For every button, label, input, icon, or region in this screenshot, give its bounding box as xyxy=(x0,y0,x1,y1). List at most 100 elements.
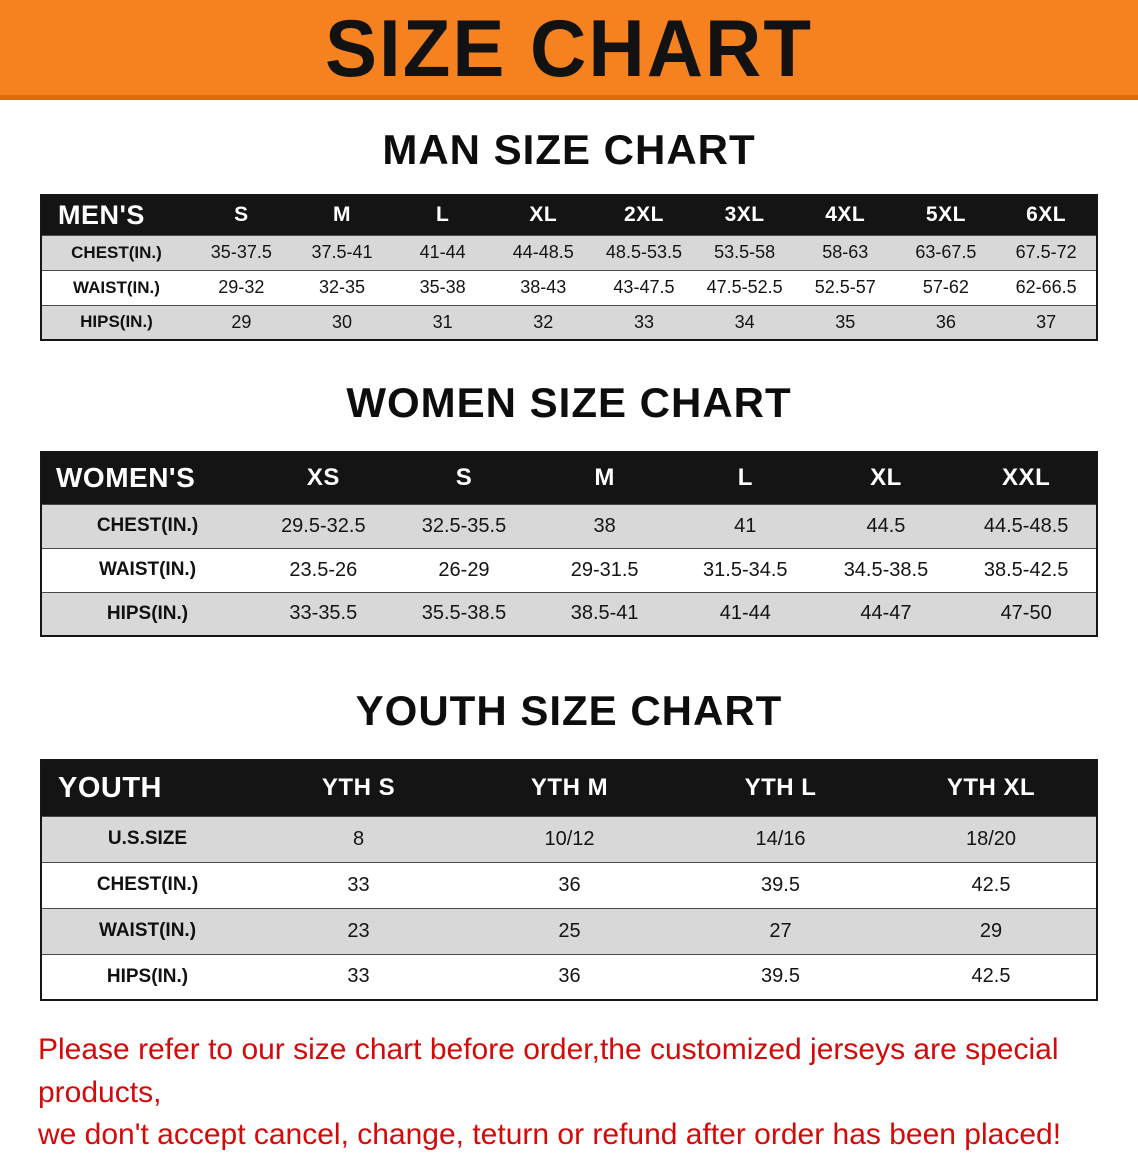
banner: SIZE CHART xyxy=(0,0,1138,100)
value-cell: 36 xyxy=(935,311,956,332)
table-header-row: YOUTH YTH S YTH M YTH L YTH XL xyxy=(41,760,1097,816)
value-cell: 39.5 xyxy=(761,873,800,896)
value-cell: 35-38 xyxy=(419,277,466,297)
table-row: HIPS(IN.) 29 30 31 32 33 34 35 36 37 xyxy=(41,305,1097,340)
value-cell: 29-31.5 xyxy=(570,558,639,581)
size-header-cell: YTH L xyxy=(744,774,817,802)
value-cell: 33 xyxy=(633,311,654,332)
value-cell: 41 xyxy=(734,514,757,537)
size-header-cell: YTH XL xyxy=(946,774,1036,802)
value-cell: 33-35.5 xyxy=(289,602,358,625)
table-row: U.S.SIZE 8 10/12 14/16 18/20 xyxy=(41,816,1097,862)
value-cell: 8 xyxy=(352,827,365,850)
men-size-table: MEN'S S M L XL 2XL 3XL 4XL 5XL 6XL CHEST(IN.) 35-37… xyxy=(40,194,1098,341)
value-cell: 47.5-52.5 xyxy=(706,277,783,297)
row-label-cell: WAIST(IN.) xyxy=(98,920,197,941)
youth-section-heading: YOUTH SIZE CHART xyxy=(355,687,783,734)
value-cell: 18/20 xyxy=(965,827,1017,850)
value-cell: 34.5-38.5 xyxy=(843,558,929,581)
size-header-cell: 6XL xyxy=(1026,203,1067,227)
size-header-cell: S xyxy=(455,464,473,492)
row-label-cell: HIPS(IN.) xyxy=(106,965,189,987)
value-cell: 27 xyxy=(769,919,792,942)
value-cell: 42.5 xyxy=(971,873,1011,896)
value-cell: 44-48.5 xyxy=(512,242,574,262)
size-header-cell: L xyxy=(435,203,450,227)
value-cell: 29-32 xyxy=(218,277,265,297)
row-label-cell: CHEST(IN.) xyxy=(96,874,199,895)
value-cell: 10/12 xyxy=(544,827,595,850)
value-cell: 29 xyxy=(231,311,252,332)
value-cell: 36 xyxy=(558,965,581,988)
value-cell: 44-47 xyxy=(860,602,912,625)
size-header-cell: L xyxy=(737,464,753,492)
value-cell: 58-63 xyxy=(822,242,869,262)
value-cell: 44.5-48.5 xyxy=(983,514,1069,537)
value-cell: 42.5 xyxy=(971,965,1011,988)
size-header-cell: M xyxy=(594,464,615,492)
size-header-cell: 4XL xyxy=(825,203,866,227)
value-cell: 32-35 xyxy=(318,277,365,297)
table-header-row: WOMEN'S XS S M L XL XXL xyxy=(41,452,1097,504)
table-title-cell: MEN'S xyxy=(58,199,145,230)
table-header-row: MEN'S S M L XL 2XL 3XL 4XL 5XL 6XL xyxy=(41,195,1097,235)
size-header-cell: XL xyxy=(529,203,558,227)
value-cell: 36 xyxy=(558,873,581,896)
women-section: WOMEN SIZE CHART WOMEN'S XS S M L XL XXL CHEST(… xyxy=(0,379,1138,637)
value-cell: 35 xyxy=(835,311,856,332)
table-row: CHEST(IN.) 29.5-32.5 32.5-35.5 38 41 44.5 44.5… xyxy=(41,504,1097,548)
value-cell: 23.5-26 xyxy=(289,558,358,581)
row-label-cell: HIPS(IN.) xyxy=(80,312,153,332)
row-label-cell: CHEST(IN.) xyxy=(71,242,162,262)
size-header-cell: XS xyxy=(306,464,340,492)
value-cell: 34 xyxy=(734,311,755,332)
row-label-cell: HIPS(IN.) xyxy=(106,602,189,624)
value-cell: 67.5-72 xyxy=(1015,242,1077,262)
value-cell: 38-43 xyxy=(520,277,567,297)
value-cell: 14/16 xyxy=(755,827,806,850)
value-cell: 44.5 xyxy=(866,514,906,537)
table-row: WAIST(IN.) 29-32 32-35 35-38 38-43 43-47.5 47.… xyxy=(41,270,1097,305)
disclaimer: Please refer to our size chart before or… xyxy=(0,1029,1138,1167)
size-header-cell: M xyxy=(332,203,351,227)
value-cell: 30 xyxy=(331,311,352,332)
women-section-heading: WOMEN SIZE CHART xyxy=(346,379,792,426)
value-cell: 53.5-58 xyxy=(714,242,776,262)
size-header-cell: 2XL xyxy=(623,203,664,227)
table-row: CHEST(IN.) 35-37.5 37.5-41 41-44 44-48.5 48.5… xyxy=(41,235,1097,270)
table-title-cell: YOUTH xyxy=(58,771,162,804)
value-cell: 37 xyxy=(1036,311,1057,332)
youth-section: YOUTH SIZE CHART YOUTH YTH S YTH M YTH L YTH… xyxy=(0,687,1138,1001)
value-cell: 29 xyxy=(979,919,1003,942)
disclaimer-line-2: we don't accept cancel, change, teturn o… xyxy=(38,1118,1062,1152)
value-cell: 32 xyxy=(533,311,554,332)
value-cell: 38 xyxy=(593,514,616,537)
size-header-cell: XL xyxy=(870,464,902,492)
row-label-cell: WAIST(IN.) xyxy=(73,277,160,297)
size-header-cell: 3XL xyxy=(724,203,765,227)
value-cell: 37.5-41 xyxy=(311,242,373,262)
value-cell: 41-44 xyxy=(419,242,466,262)
disclaimer-line-1: Please refer to our size chart before or… xyxy=(38,1033,1059,1109)
value-cell: 41-44 xyxy=(719,602,771,625)
table-row: CHEST(IN.) 33 36 39.5 42.5 xyxy=(41,862,1097,908)
women-size-table: WOMEN'S XS S M L XL XXL CHEST(IN.) 29.5-32.5 32.5… xyxy=(40,451,1098,637)
value-cell: 31.5-34.5 xyxy=(703,558,788,581)
row-label-cell: CHEST(IN.) xyxy=(96,515,199,536)
value-cell: 32.5-35.5 xyxy=(421,514,507,537)
value-cell: 47-50 xyxy=(1000,602,1052,625)
value-cell: 29.5-32.5 xyxy=(281,514,366,537)
value-cell: 33 xyxy=(347,965,370,988)
value-cell: 35-37.5 xyxy=(210,242,272,262)
value-cell: 33 xyxy=(347,873,370,896)
size-header-cell: YTH M xyxy=(530,774,609,802)
row-label-cell: U.S.SIZE xyxy=(107,828,188,849)
value-cell: 52.5-57 xyxy=(814,277,876,297)
page-title: SIZE CHART xyxy=(325,1,813,94)
youth-size-table: YOUTH YTH S YTH M YTH L YTH XL U.S.SIZE 8 10/12… xyxy=(40,759,1098,1001)
row-label-cell: WAIST(IN.) xyxy=(98,559,197,580)
value-cell: 57-62 xyxy=(922,277,969,297)
men-section: MAN SIZE CHART MEN'S S M L XL 2XL 3XL 4XL 5XL 6XL… xyxy=(0,126,1138,341)
size-header-cell: S xyxy=(234,203,249,227)
